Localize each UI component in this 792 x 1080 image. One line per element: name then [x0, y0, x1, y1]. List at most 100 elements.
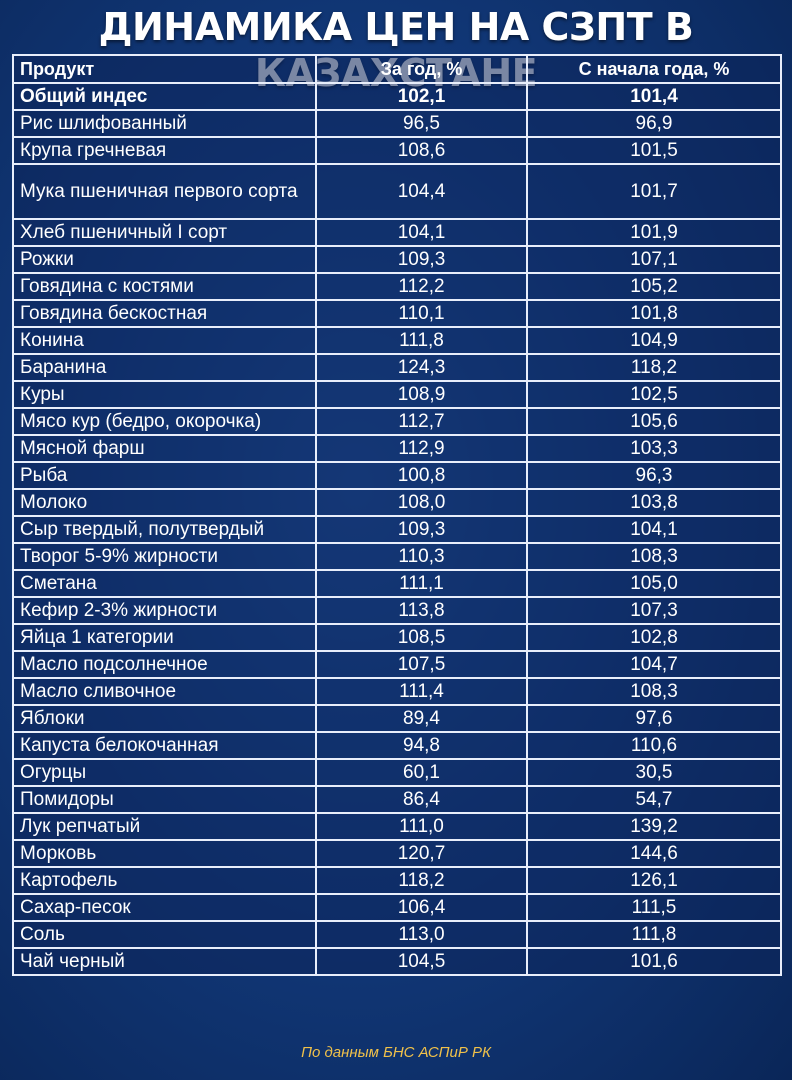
table-row: Рожки 109,3 107,1 [12, 245, 782, 274]
ytd-cell: 54,7 [526, 785, 782, 814]
ytd-cell: 96,3 [526, 461, 782, 490]
product-cell: Крупа гречневая [12, 136, 317, 165]
year-cell: 113,0 [315, 920, 528, 949]
table-row: Молоко 108,0 103,8 [12, 488, 782, 517]
table-row: Помидоры 86,4 54,7 [12, 785, 782, 814]
product-cell: Молоко [12, 488, 317, 517]
table-row: Баранина 124,3 118,2 [12, 353, 782, 382]
year-cell: 96,5 [315, 109, 528, 138]
product-cell: Капуста белокочанная [12, 731, 317, 760]
product-cell: Конина [12, 326, 317, 355]
year-cell: 86,4 [315, 785, 528, 814]
year-cell: 89,4 [315, 704, 528, 733]
ytd-cell: 111,5 [526, 893, 782, 922]
ytd-cell: 105,2 [526, 272, 782, 301]
year-cell: 124,3 [315, 353, 528, 382]
year-cell: 109,3 [315, 515, 528, 544]
year-cell: 112,2 [315, 272, 528, 301]
year-cell: 109,3 [315, 245, 528, 274]
product-cell: Куры [12, 380, 317, 409]
product-cell: Хлеб пшеничный I сорт [12, 218, 317, 247]
year-cell: 108,0 [315, 488, 528, 517]
ytd-cell: 30,5 [526, 758, 782, 787]
year-cell: 108,9 [315, 380, 528, 409]
product-cell: Яблоки [12, 704, 317, 733]
product-cell: Сметана [12, 569, 317, 598]
table-row: Рис шлифованный 96,5 96,9 [12, 109, 782, 138]
product-cell: Рыба [12, 461, 317, 490]
ytd-cell: 101,7 [526, 163, 782, 220]
table-row: Соль 113,0 111,8 [12, 920, 782, 949]
year-cell: 106,4 [315, 893, 528, 922]
table-row: Морковь 120,7 144,6 [12, 839, 782, 868]
table-row: Конина 111,8 104,9 [12, 326, 782, 355]
product-cell: Сахар-песок [12, 893, 317, 922]
table-row: Капуста белокочанная 94,8 110,6 [12, 731, 782, 760]
ytd-cell: 101,4 [526, 82, 782, 111]
table-header: Продукт За год, % С начала года, % [12, 54, 782, 84]
table-row: Сахар-песок 106,4 111,5 [12, 893, 782, 922]
table-row: Творог 5-9% жирности 110,3 108,3 [12, 542, 782, 571]
ytd-cell: 107,3 [526, 596, 782, 625]
product-cell: Морковь [12, 839, 317, 868]
ytd-cell: 105,0 [526, 569, 782, 598]
table-row: Рыба 100,8 96,3 [12, 461, 782, 490]
year-cell: 104,5 [315, 947, 528, 976]
year-cell: 102,1 [315, 82, 528, 111]
product-cell: Баранина [12, 353, 317, 382]
table-row: Яйца 1 категории 108,5 102,8 [12, 623, 782, 652]
table-row: Огурцы 60,1 30,5 [12, 758, 782, 787]
ytd-cell: 144,6 [526, 839, 782, 868]
table-row: Мука пшеничная первого сорта 104,4 101,7 [12, 163, 782, 220]
ytd-cell: 104,7 [526, 650, 782, 679]
product-cell: Мясной фарш [12, 434, 317, 463]
ytd-cell: 111,8 [526, 920, 782, 949]
table-row: Кефир 2-3% жирности 113,8 107,3 [12, 596, 782, 625]
table-row: Масло сливочное 111,4 108,3 [12, 677, 782, 706]
product-cell: Говядина бескостная [12, 299, 317, 328]
header-product: Продукт [12, 54, 317, 84]
ytd-cell: 101,6 [526, 947, 782, 976]
price-table: Продукт За год, % С начала года, % Общий… [12, 54, 782, 976]
ytd-cell: 101,8 [526, 299, 782, 328]
year-cell: 111,0 [315, 812, 528, 841]
product-cell: Рис шлифованный [12, 109, 317, 138]
table-row: Яблоки 89,4 97,6 [12, 704, 782, 733]
table-row: Говядина с костями 112,2 105,2 [12, 272, 782, 301]
year-cell: 110,3 [315, 542, 528, 571]
ytd-cell: 97,6 [526, 704, 782, 733]
product-cell: Яйца 1 категории [12, 623, 317, 652]
year-cell: 104,1 [315, 218, 528, 247]
table-row: Сметана 111,1 105,0 [12, 569, 782, 598]
ytd-cell: 108,3 [526, 542, 782, 571]
year-cell: 107,5 [315, 650, 528, 679]
product-cell: Помидоры [12, 785, 317, 814]
table-row: Говядина бескостная 110,1 101,8 [12, 299, 782, 328]
product-cell: Соль [12, 920, 317, 949]
table-row: Общий индес 102,1 101,4 [12, 82, 782, 111]
table-row: Куры 108,9 102,5 [12, 380, 782, 409]
year-cell: 111,4 [315, 677, 528, 706]
year-cell: 113,8 [315, 596, 528, 625]
year-cell: 118,2 [315, 866, 528, 895]
header-year: За год, % [315, 54, 528, 84]
table-body: Общий индес 102,1 101,4 Рис шлифованный 96,5… [12, 82, 782, 976]
table-row: Картофель 118,2 126,1 [12, 866, 782, 895]
product-cell: Кефир 2-3% жирности [12, 596, 317, 625]
product-cell: Картофель [12, 866, 317, 895]
year-cell: 94,8 [315, 731, 528, 760]
product-cell: Огурцы [12, 758, 317, 787]
ytd-cell: 139,2 [526, 812, 782, 841]
header-ytd: С начала года, % [526, 54, 782, 84]
table-row: Сыр твердый, полутвердый 109,3 104,1 [12, 515, 782, 544]
product-cell: Сыр твердый, полутвердый [12, 515, 317, 544]
ytd-cell: 103,8 [526, 488, 782, 517]
table-row: Чай черный 104,5 101,6 [12, 947, 782, 976]
product-cell: Общий индес [12, 82, 317, 111]
ytd-cell: 108,3 [526, 677, 782, 706]
source-note: По данным БНС АСПиР РК [301, 1044, 491, 1061]
ytd-cell: 101,9 [526, 218, 782, 247]
table-row: Мясной фарш 112,9 103,3 [12, 434, 782, 463]
year-cell: 111,8 [315, 326, 528, 355]
year-cell: 110,1 [315, 299, 528, 328]
